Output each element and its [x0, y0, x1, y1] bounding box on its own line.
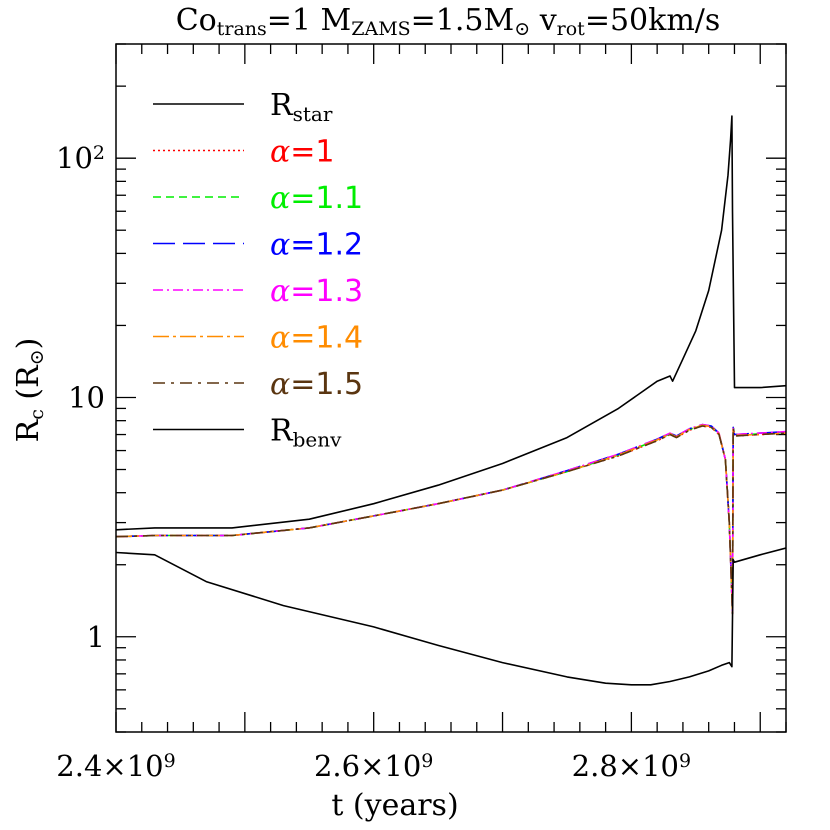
legend-greek: α: [270, 367, 290, 402]
subscript-text: ⊙: [514, 18, 530, 40]
legend-main: R: [270, 414, 294, 449]
legend-main: R: [270, 88, 294, 123]
legend-greek: α: [270, 274, 290, 309]
series-line-6: [116, 425, 786, 615]
text-part: Co: [176, 3, 217, 38]
legend-value: =1.3: [290, 274, 363, 309]
subscript-text: ZAMS: [351, 18, 410, 40]
chart-title: Cotrans=1 MZAMS=1.5M⊙ vrot=50km/s: [176, 3, 721, 40]
text-part: ): [11, 338, 46, 350]
legend-value: =1: [290, 135, 334, 170]
y-axis-label: Rc (R⊙): [11, 338, 48, 443]
plot-frame: [115, 43, 787, 733]
x-tick-label: 2.6×109: [314, 749, 433, 783]
legend-value: =1.5: [290, 367, 363, 402]
series-line-7: [116, 547, 786, 686]
legend-value: =1.1: [290, 181, 363, 216]
y-tick-label-base: 1: [87, 620, 105, 654]
legend-greek: α: [270, 228, 290, 263]
x-tick-label-base: 2.8×10: [572, 749, 679, 783]
text-part: R: [11, 418, 46, 442]
legend-value: =1.2: [290, 228, 363, 263]
legend-label: α=1.3: [270, 274, 363, 309]
legend-label: Rstar: [270, 88, 333, 126]
legend-label: α=1.2: [270, 228, 363, 263]
legend-label: Rbenv: [270, 414, 342, 452]
y-tick-label-base: 10: [68, 380, 105, 414]
series-line-0: [116, 115, 786, 531]
text-part: =1.5M: [411, 3, 515, 38]
x-axis-label: t (years): [331, 788, 458, 823]
y-tick-label: 10: [68, 380, 105, 414]
legend-greek: α: [270, 321, 290, 356]
x-tick-label: 2.4×109: [56, 749, 175, 783]
legend-label: α=1: [270, 135, 335, 170]
legend-value: =1.4: [290, 321, 363, 356]
x-tick-label-base: 2.4×10: [56, 749, 163, 783]
x-tick-label-exponent: 9: [164, 750, 176, 772]
y-tick-label: 102: [56, 141, 105, 175]
subscript-text: rot: [557, 18, 586, 40]
subscript-text: c: [26, 409, 48, 420]
x-tick-label-exponent: 9: [679, 750, 691, 772]
y-tick-label: 1: [87, 620, 105, 654]
series-layer: [116, 115, 786, 686]
x-tick-label-base: 2.6×10: [314, 749, 421, 783]
x-tick-label-exponent: 9: [421, 750, 433, 772]
legend-label: α=1.5: [270, 367, 363, 402]
axis-ticks: [115, 43, 787, 733]
legend-label: α=1.1: [270, 181, 363, 216]
y-tick-label-base: 10: [56, 141, 93, 175]
text-part: =1 M: [267, 3, 351, 38]
legend-label: α=1.4: [270, 321, 363, 356]
text-part: (R: [11, 364, 46, 409]
text-part: v: [530, 3, 557, 38]
legend-greek: α: [270, 181, 290, 216]
legend-greek: α: [270, 135, 290, 170]
text-part: =50km/s: [585, 3, 720, 38]
x-tick-label: 2.8×109: [572, 749, 691, 783]
legend-sub: benv: [293, 428, 343, 452]
subscript-text: trans: [217, 18, 267, 40]
y-tick-label-exponent: 2: [93, 143, 105, 165]
legend-sub: star: [293, 102, 333, 126]
subscript-text: ⊙: [26, 349, 48, 365]
